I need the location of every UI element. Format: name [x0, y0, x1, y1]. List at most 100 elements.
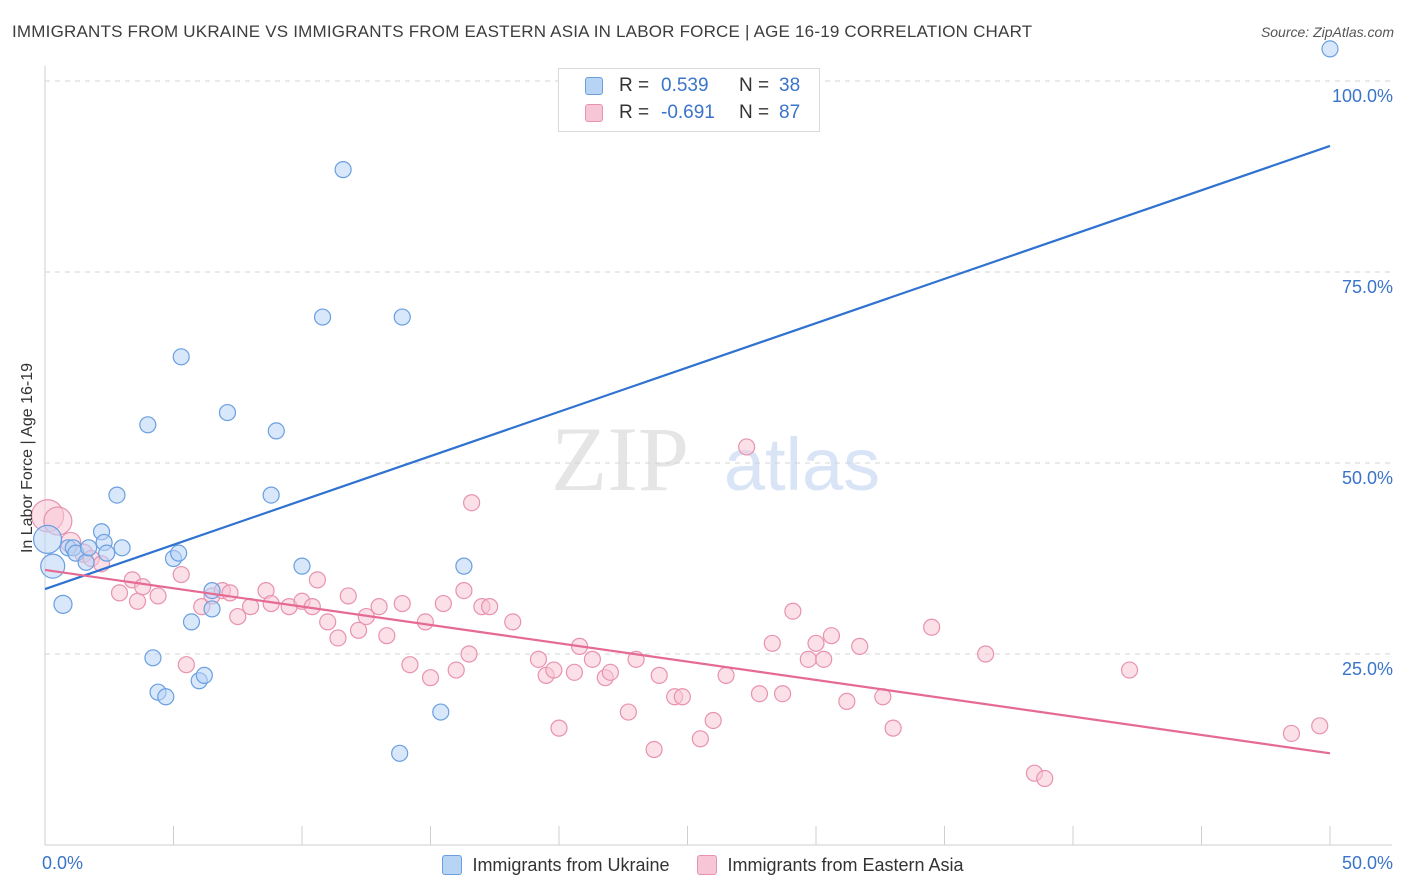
axes — [44, 66, 1392, 846]
eastern-asia-point — [838, 692, 856, 710]
eastern-asia-point — [784, 602, 802, 620]
legend-row-ukraine: R = 0.539 N = 38 — [585, 73, 800, 99]
eastern-asia-point — [393, 594, 411, 613]
eastern-asia-point — [110, 584, 129, 602]
eastern-asia-point — [977, 645, 995, 663]
y-tick-label: 25.0% — [1342, 659, 1393, 679]
eastern-asia-point — [308, 571, 327, 589]
ukraine-point — [432, 703, 450, 721]
y-tick-label: 100.0% — [1332, 86, 1393, 106]
eastern-asia-point — [884, 719, 902, 737]
ukraine-point — [391, 744, 409, 762]
r-label: R = — [619, 102, 650, 123]
ukraine-point — [113, 539, 131, 557]
eastern-asia-point — [601, 663, 620, 681]
eastern-asia-point — [172, 565, 190, 584]
eastern-asia-point — [229, 607, 247, 626]
watermark-atlas: atlas — [724, 423, 880, 506]
ukraine-point — [108, 486, 126, 504]
ukraine-point — [195, 666, 213, 684]
r-value: -0.691 — [661, 102, 715, 123]
eastern-asia-point — [565, 663, 584, 681]
eastern-asia-point — [704, 711, 722, 730]
eastern-asia-point — [763, 634, 781, 652]
eastern-asia-point — [1120, 661, 1139, 679]
ukraine-point — [218, 403, 237, 422]
legend-row-eastern-asia: R = -0.691 N = 87 — [585, 100, 800, 126]
eastern-asia-point — [799, 650, 817, 668]
legend-item-ukraine[interactable]: Immigrants from Ukraine — [442, 855, 669, 876]
legend-swatch-ukraine — [585, 77, 603, 95]
ukraine-point — [170, 544, 188, 562]
eastern-asia-point — [349, 621, 368, 639]
source-note: Source: ZipAtlas.com — [1260, 24, 1394, 40]
eastern-asia-point — [434, 594, 452, 613]
n-value: 87 — [779, 102, 801, 123]
y-tick-label: 75.0% — [1342, 277, 1393, 297]
legend-swatch-eastern-asia — [585, 104, 603, 122]
ukraine-point — [172, 348, 190, 366]
eastern-asia-point — [673, 688, 691, 706]
ukraine-point — [455, 557, 473, 575]
eastern-asia-point — [401, 656, 419, 674]
ukraine-point — [80, 539, 98, 557]
eastern-asia-point — [529, 650, 548, 668]
trend-line-ukraine — [44, 144, 1331, 591]
eastern-asia-point — [923, 618, 941, 636]
eastern-asia-point — [460, 645, 478, 663]
eastern-asia-point — [481, 598, 499, 616]
legend-swatch-ukraine — [442, 855, 463, 875]
eastern-asia-point — [463, 494, 481, 512]
r-label: R = — [619, 75, 650, 96]
trend-line-eastern-asia — [44, 568, 1331, 755]
ukraine-point — [182, 613, 201, 631]
eastern-asia-point — [339, 587, 357, 605]
correlation-legend: R = 0.539 N = 38 R = -0.691 N = 87 — [558, 68, 820, 132]
eastern-asia-point — [738, 438, 756, 456]
r-value: 0.539 — [661, 75, 709, 96]
eastern-asia-point — [822, 627, 841, 645]
eastern-asia-point — [416, 613, 434, 631]
ukraine-point — [203, 581, 221, 600]
eastern-asia-point — [1311, 717, 1329, 735]
eastern-asia-point — [645, 740, 663, 759]
ukraine-point — [98, 544, 116, 562]
ukraine-point — [334, 161, 352, 179]
n-label: N = — [739, 75, 770, 96]
legend-label-eastern-asia: Immigrants from Eastern Asia — [727, 854, 964, 875]
ukraine-point — [139, 416, 157, 434]
series-ukraine-points — [32, 40, 1339, 762]
eastern-asia-point — [851, 637, 869, 655]
ukraine-point — [53, 594, 73, 614]
eastern-asia-point — [447, 661, 465, 679]
series-legend: Immigrants from Ukraine Immigrants from … — [0, 850, 1406, 880]
eastern-asia-point — [815, 650, 833, 668]
eastern-asia-point — [650, 666, 668, 684]
eastern-asia-point — [717, 666, 735, 684]
eastern-asia-point — [750, 685, 769, 703]
legend-item-eastern-asia[interactable]: Immigrants from Eastern Asia — [697, 854, 964, 876]
eastern-asia-point — [421, 669, 440, 687]
ukraine-point — [32, 524, 63, 555]
y-tick-label: 50.0% — [1342, 468, 1393, 488]
ukraine-point — [157, 688, 175, 706]
eastern-asia-point — [1036, 769, 1054, 788]
eastern-asia-point — [134, 578, 152, 596]
watermark-zip: ZIP — [551, 408, 689, 510]
legend-label-ukraine: Immigrants from Ukraine — [472, 854, 670, 875]
eastern-asia-point — [177, 656, 195, 674]
legend-swatch-eastern-asia — [697, 855, 718, 875]
eastern-asia-point — [545, 661, 563, 679]
y-tick-labels: 25.0% 50.0% 75.0% 100.0% — [1332, 86, 1393, 679]
eastern-asia-point — [619, 703, 637, 721]
ukraine-point — [293, 557, 311, 575]
eastern-asia-point — [378, 627, 396, 645]
eastern-asia-point — [691, 730, 709, 748]
chart-title: IMMIGRANTS FROM UKRAINE VS IMMIGRANTS FR… — [12, 22, 1033, 41]
n-value: 38 — [779, 75, 801, 96]
eastern-asia-point — [128, 592, 147, 610]
eastern-asia-point — [583, 650, 602, 668]
eastern-asia-point — [550, 719, 568, 737]
eastern-asia-point — [329, 629, 347, 647]
